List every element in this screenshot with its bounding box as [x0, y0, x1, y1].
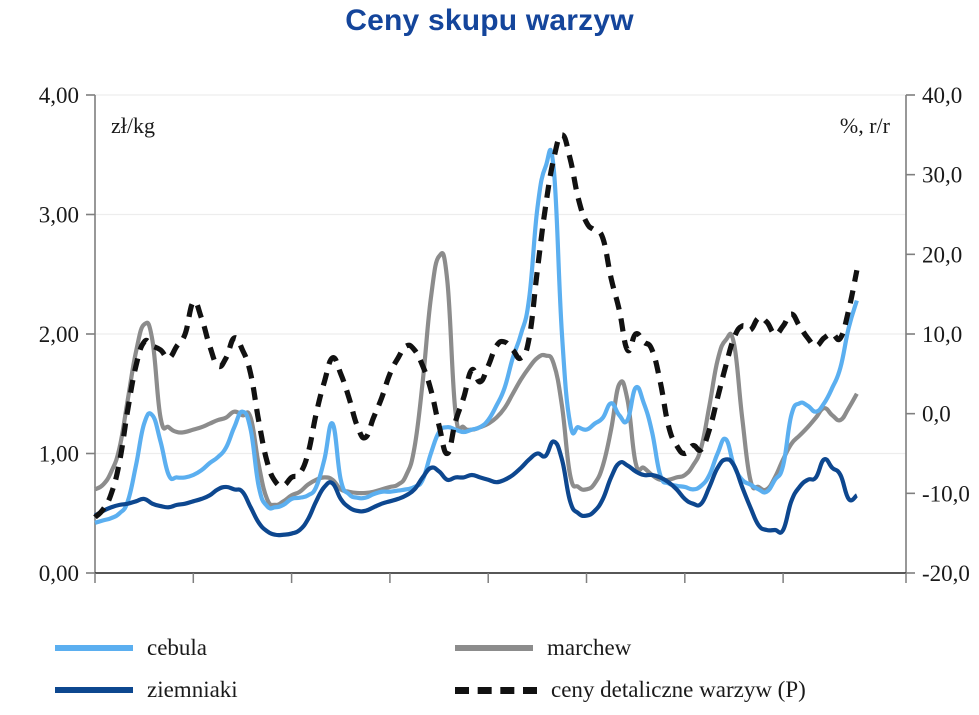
right-axis-tick-label: 30,0 [922, 163, 962, 188]
legend-item-ziemniaki[interactable]: ziemniaki [0, 670, 380, 710]
line-chart: 0,00 1,00 2,00 3,00 4,00 -20,0 -10,0 0,0 10,0 20,… [39, 83, 970, 586]
legend-swatch-marchew [455, 645, 533, 651]
right-axis-tick-label: 0,0 [922, 402, 951, 427]
right-axis-unit-label: %, r/r [840, 113, 891, 138]
right-axis-tick-label: -10,0 [922, 481, 970, 506]
left-axis-tick-label: 4,00 [39, 83, 79, 108]
chart-plot-area: 0,00 1,00 2,00 3,00 4,00 -20,0 -10,0 0,0 10,0 20,… [0, 68, 979, 588]
left-axis-tick-label: 2,00 [39, 322, 79, 347]
legend-item-ceny-detaliczne[interactable]: ceny detaliczne warzyw (P) [380, 670, 880, 710]
chart-legend: cebula marchew ziemniaki ceny detaliczne… [0, 628, 979, 714]
legend-label-ziemniaki: ziemniaki [147, 677, 238, 702]
legend-row-1: cebula marchew [0, 628, 979, 668]
left-axis-tick-label: 1,00 [39, 442, 79, 467]
legend-item-cebula[interactable]: cebula [0, 628, 380, 668]
right-axis-tick-label: 40,0 [922, 83, 962, 108]
series-line-cebula [94, 147, 859, 525]
left-axis-tick-label: 3,00 [39, 203, 79, 228]
left-axis-unit-label: zł/kg [111, 113, 155, 138]
right-axis-tick-label: -20,0 [922, 561, 970, 586]
left-axis-tick-label: 0,00 [39, 561, 79, 586]
right-axis-tick-label: 20,0 [922, 242, 962, 267]
legend-row-2: ziemniaki ceny detaliczne warzyw (P) [0, 670, 979, 710]
series-line-ceny [93, 132, 860, 520]
right-axis-tick-label: 10,0 [922, 322, 962, 347]
legend-label-ceny-detaliczne: ceny detaliczne warzyw (P) [551, 677, 806, 702]
series-line-marchew [93, 251, 859, 508]
legend-label-marchew: marchew [547, 635, 632, 660]
legend-label-cebula: cebula [147, 635, 208, 660]
legend-swatch-ziemniaki [55, 687, 133, 693]
legend-swatch-cebula [55, 645, 133, 651]
series-line-ziemniaki [93, 439, 859, 538]
page-title: Ceny skupu warzyw [345, 4, 634, 37]
legend-swatch-ceny-detaliczne [455, 686, 537, 694]
legend-item-marchew[interactable]: marchew [380, 628, 880, 668]
